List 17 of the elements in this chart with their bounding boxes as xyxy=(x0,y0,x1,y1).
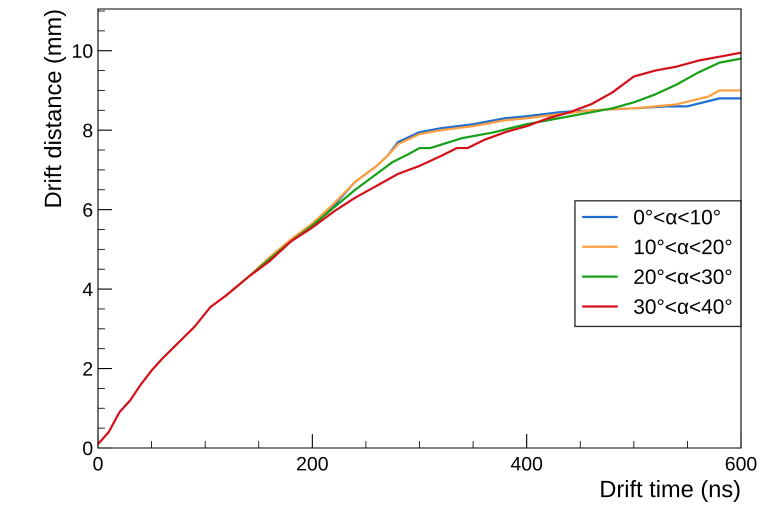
legend-label: 10°<α<20° xyxy=(634,240,732,254)
y-tick-label: 4 xyxy=(82,282,93,296)
y-tick-label: 10 xyxy=(72,44,92,58)
x-axis-title: Drift time (ns) xyxy=(601,480,740,502)
x-tick-label: 0 xyxy=(93,456,103,471)
line-series xyxy=(98,52,741,446)
y-axis-title: Drift distance (mm) xyxy=(44,10,66,206)
y-tick-label: 6 xyxy=(83,203,92,217)
x-tick-label: 600 xyxy=(726,456,756,471)
y-tick-label: 8 xyxy=(83,124,92,138)
legend-label: 0°<α<10° xyxy=(634,210,720,224)
legend-label: 20°<α<30° xyxy=(634,269,732,284)
x-tick-label: 200 xyxy=(297,456,328,471)
y-tick-label: 0 xyxy=(83,441,92,456)
x-tick-label: 400 xyxy=(510,456,542,471)
legend-label: 30°<α<40° xyxy=(634,299,732,314)
y-tick-label: 2 xyxy=(83,362,92,376)
